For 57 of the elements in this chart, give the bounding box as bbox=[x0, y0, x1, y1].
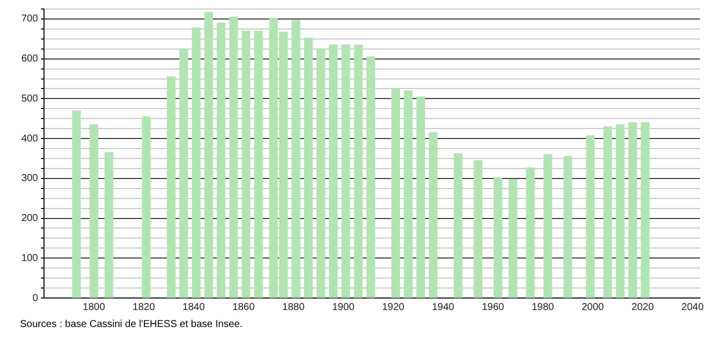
bar bbox=[603, 126, 612, 298]
bar bbox=[563, 156, 572, 298]
x-tick-label: 2040 bbox=[681, 302, 704, 313]
x-tick-label: 1820 bbox=[132, 302, 156, 313]
x-tick-label: 1800 bbox=[82, 302, 106, 313]
bar bbox=[329, 44, 338, 298]
bar bbox=[508, 179, 518, 298]
bar bbox=[628, 122, 637, 298]
x-tick-label: 1980 bbox=[532, 302, 554, 313]
x-tick-label: 1840 bbox=[182, 302, 206, 313]
bar bbox=[104, 152, 114, 298]
bar bbox=[216, 22, 226, 298]
bar bbox=[454, 153, 462, 298]
x-tick-label: 1900 bbox=[332, 302, 355, 313]
x-tick-label: 2000 bbox=[582, 302, 604, 313]
x-tick-label: 2020 bbox=[632, 302, 654, 313]
source-note: Sources : base Cassini de l'EHESS et base Insee. bbox=[20, 319, 243, 330]
bar bbox=[316, 48, 326, 298]
y-tick-label: 500 bbox=[21, 93, 38, 104]
bar bbox=[640, 122, 650, 298]
y-tick-label: 400 bbox=[21, 133, 38, 144]
y-tick-label: 0 bbox=[32, 292, 38, 304]
x-tick-label: 1880 bbox=[282, 302, 305, 313]
bar bbox=[494, 177, 502, 298]
bar bbox=[416, 96, 425, 298]
y-tick-label: 300 bbox=[21, 173, 38, 184]
bar bbox=[179, 48, 188, 298]
bar bbox=[544, 154, 552, 298]
bar bbox=[341, 44, 350, 298]
bar bbox=[428, 132, 438, 298]
y-tick-label: 600 bbox=[21, 54, 38, 65]
bar bbox=[586, 135, 595, 298]
bar bbox=[192, 27, 200, 298]
bar bbox=[304, 38, 313, 298]
bar bbox=[526, 167, 535, 298]
bar bbox=[142, 116, 151, 298]
y-tick-label: 700 bbox=[21, 14, 38, 25]
bar bbox=[254, 30, 263, 298]
x-tick-label: 1940 bbox=[432, 302, 455, 313]
y-tick-label: 100 bbox=[21, 252, 38, 264]
bar bbox=[292, 20, 300, 298]
x-tick-label: 1860 bbox=[232, 302, 256, 313]
y-tick-label: 200 bbox=[21, 213, 38, 224]
bar bbox=[474, 160, 482, 298]
bar bbox=[72, 110, 81, 298]
bar bbox=[391, 88, 400, 298]
bar bbox=[616, 124, 625, 298]
bar bbox=[366, 56, 376, 298]
bar bbox=[166, 76, 176, 298]
x-tick-label: 1920 bbox=[382, 302, 405, 313]
bar bbox=[354, 44, 363, 298]
bar bbox=[204, 12, 213, 298]
x-tick-label: 1960 bbox=[482, 302, 505, 313]
bar bbox=[242, 30, 250, 298]
bar bbox=[229, 16, 238, 298]
bar bbox=[90, 124, 98, 298]
bar bbox=[404, 90, 412, 298]
